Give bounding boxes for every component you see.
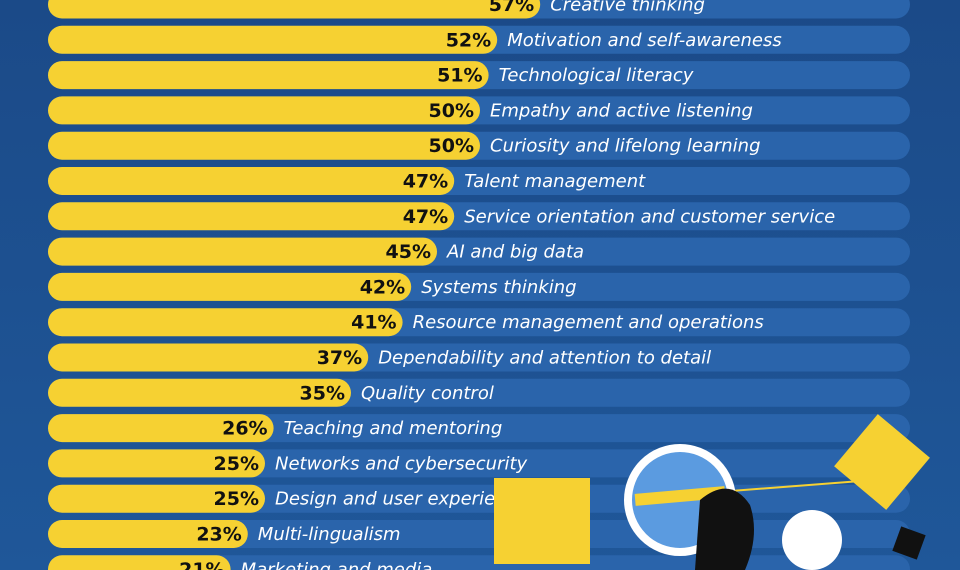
category-label: Teaching and mentoring bbox=[284, 418, 503, 439]
value-label: 50% bbox=[429, 135, 474, 157]
category-label: Dependability and attention to detail bbox=[378, 348, 711, 369]
category-label: Talent management bbox=[464, 171, 646, 192]
white-circle bbox=[782, 510, 842, 570]
yellow-diamond bbox=[834, 414, 930, 510]
illustration bbox=[494, 414, 930, 570]
value-label: 25% bbox=[214, 488, 259, 510]
category-label: Quality control bbox=[361, 383, 494, 404]
value-label: 41% bbox=[351, 312, 396, 334]
bar bbox=[48, 484, 265, 513]
value-label: 35% bbox=[300, 382, 345, 404]
value-label: 25% bbox=[214, 453, 259, 475]
value-label: 23% bbox=[196, 524, 241, 546]
bar bbox=[48, 25, 498, 54]
bar bbox=[48, 449, 265, 478]
value-label: 52% bbox=[446, 29, 491, 51]
value-label: 51% bbox=[437, 65, 482, 87]
value-label: 47% bbox=[403, 171, 448, 193]
category-label: Technological literacy bbox=[499, 65, 694, 86]
bar bbox=[48, 308, 403, 337]
category-label: Resource management and operations bbox=[413, 312, 764, 333]
bar bbox=[48, 272, 412, 301]
value-label: 21% bbox=[179, 559, 224, 570]
bar bbox=[48, 414, 274, 443]
black-square bbox=[892, 526, 926, 560]
category-label: Systems thinking bbox=[421, 277, 576, 298]
category-label: Creative thinking bbox=[550, 0, 705, 16]
yellow-square bbox=[494, 478, 590, 564]
bar bbox=[48, 167, 455, 195]
bar bbox=[48, 202, 455, 231]
value-label: 42% bbox=[360, 276, 405, 298]
value-label: 50% bbox=[429, 100, 474, 122]
bar bbox=[48, 555, 231, 570]
bar bbox=[48, 237, 437, 266]
value-label: 45% bbox=[386, 241, 431, 263]
category-label: Empathy and active listening bbox=[490, 100, 753, 121]
bar bbox=[48, 0, 541, 19]
category-label: Motivation and self-awareness bbox=[507, 30, 782, 51]
bar bbox=[48, 343, 369, 372]
bars: 57% Creative thinking 52% Motivation and se… bbox=[48, 0, 910, 570]
bar bbox=[48, 96, 480, 125]
magnifier-band bbox=[634, 486, 726, 506]
value-label: 57% bbox=[489, 0, 534, 16]
category-label: Marketing and media bbox=[241, 559, 433, 570]
category-label: Curiosity and lifelong learning bbox=[490, 136, 761, 157]
bar bbox=[48, 520, 248, 548]
person bbox=[695, 488, 754, 570]
bar bbox=[48, 61, 489, 90]
value-label: 26% bbox=[222, 418, 267, 440]
bar bbox=[48, 131, 480, 160]
value-label: 47% bbox=[403, 206, 448, 228]
category-label: Multi-lingualism bbox=[258, 524, 401, 545]
category-label: Networks and cybersecurity bbox=[275, 453, 528, 474]
bar-track bbox=[48, 555, 910, 570]
value-label: 37% bbox=[317, 347, 362, 369]
category-label: Service orientation and customer service bbox=[464, 206, 835, 227]
category-label: AI and big data bbox=[446, 242, 584, 263]
bar bbox=[48, 378, 351, 407]
category-label: Design and user experience bbox=[275, 489, 528, 510]
